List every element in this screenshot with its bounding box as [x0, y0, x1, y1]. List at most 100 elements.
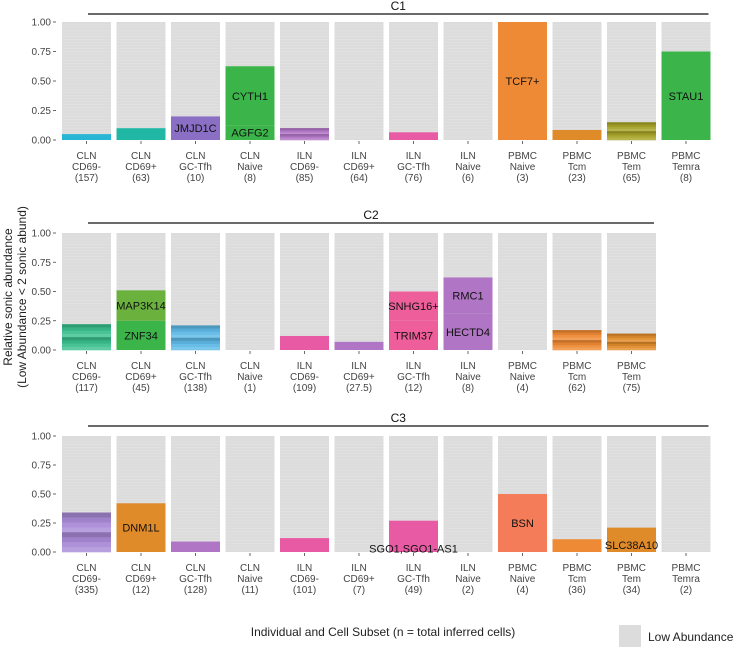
x-tick-label: (101): [293, 585, 316, 596]
y-axis-label-line1: Relative sonic abundance: [1, 228, 15, 366]
bar-segment-label: STAU1: [669, 91, 704, 103]
x-tick-label: CLN: [76, 563, 96, 574]
bar-sub-segment: [553, 330, 602, 333]
x-tick-label: CLN: [240, 151, 260, 162]
x-tick-label: Naive: [510, 372, 536, 383]
bar-sub-segment: [62, 334, 111, 338]
bar-segment: [117, 128, 166, 140]
x-tick-label: (10): [187, 173, 205, 184]
bar-segment: [553, 539, 602, 552]
y-tick-label: 0.75: [32, 47, 52, 58]
x-axis-label: Individual and Cell Subset (n = total in…: [251, 625, 515, 639]
bar-segment: [62, 134, 111, 140]
x-tick-label: (3): [516, 173, 528, 184]
x-tick-label: Temra: [672, 574, 700, 585]
x-tick-label: CD69+: [343, 162, 375, 173]
x-tick-label: PBMC: [617, 361, 646, 372]
x-tick-label: CD69-: [290, 162, 319, 173]
bar-segment-label: SNHG16+: [388, 301, 438, 313]
x-tick-label: CD69-: [72, 574, 101, 585]
y-tick-label: 0.25: [32, 106, 52, 117]
x-tick-label: (49): [405, 585, 423, 596]
bar-annotation: SLC38A10: [605, 540, 658, 552]
y-tick-label: 0.50: [32, 77, 52, 88]
bar-segment: [335, 342, 384, 350]
x-tick-label: PBMC: [508, 151, 537, 162]
x-tick-label: (75): [623, 383, 641, 394]
bar-sub-segment: [62, 347, 111, 351]
bar-sub-segment: [607, 338, 656, 340]
y-tick-label: 0.25: [32, 519, 52, 530]
x-tick-label: CLN: [185, 563, 205, 574]
y-tick-label: 0.50: [32, 490, 52, 501]
bar-sub-segment: [62, 547, 111, 552]
x-tick-label: Naive: [510, 574, 536, 585]
x-tick-label: Naive: [237, 162, 263, 173]
bar-sub-segment: [553, 333, 602, 336]
x-tick-label: (36): [568, 585, 586, 596]
x-tick-label: ILN: [351, 151, 367, 162]
x-tick-label: Tem: [622, 574, 641, 585]
bar-sub-segment: [607, 342, 656, 344]
bar-segment-label: AGFG2: [231, 128, 268, 140]
x-tick-label: Tem: [622, 372, 641, 383]
x-tick-label: PBMC: [563, 151, 592, 162]
y-tick-label: 0.00: [32, 136, 52, 147]
x-tick-label: GC-Tfh: [179, 162, 212, 173]
bar-sub-segment: [607, 122, 656, 125]
bar-sub-segment: [607, 127, 656, 130]
legend-key-low-abundance: [619, 625, 641, 647]
x-tick-label: GC-Tfh: [179, 574, 212, 585]
x-tick-label: (109): [293, 383, 316, 394]
x-tick-label: PBMC: [563, 361, 592, 372]
figure: C10.000.250.500.751.00CLNCD69-(157)CLNCD…: [0, 0, 736, 647]
y-tick-label: 0.00: [32, 548, 52, 559]
x-tick-label: ILN: [351, 361, 367, 372]
x-tick-label: ILN: [460, 151, 476, 162]
x-tick-label: CLN: [131, 361, 151, 372]
x-tick-label: PBMC: [617, 151, 646, 162]
x-tick-label: Naive: [237, 574, 263, 585]
bar-sub-segment: [171, 332, 220, 335]
x-tick-label: (34): [623, 585, 641, 596]
bar-sub-segment: [171, 325, 220, 328]
x-tick-label: (2): [680, 585, 692, 596]
x-tick-label: Naive: [455, 574, 481, 585]
x-tick-label: Tem: [622, 162, 641, 173]
x-tick-label: (65): [623, 173, 641, 184]
x-tick-label: (7): [353, 585, 365, 596]
x-tick-label: CD69+: [125, 574, 157, 585]
x-tick-label: (138): [184, 383, 207, 394]
x-tick-label: CD69+: [343, 574, 375, 585]
x-tick-label: (4): [516, 585, 528, 596]
bar-sub-segment: [171, 338, 220, 341]
bar-sub-segment: [62, 522, 111, 527]
x-tick-label: Naive: [455, 162, 481, 173]
x-tick-label: (63): [132, 173, 150, 184]
x-tick-label: Naive: [455, 372, 481, 383]
y-tick-label: 1.00: [32, 18, 52, 29]
bar-segment: [389, 132, 438, 140]
bar-segment-label: HECTD4: [446, 327, 490, 339]
bar-sub-segment: [607, 348, 656, 350]
x-tick-label: PBMC: [508, 563, 537, 574]
bar-segment: [553, 130, 602, 140]
bar-sub-segment: [62, 324, 111, 328]
bar-sub-segment: [607, 344, 656, 346]
bar-annotation: SGO1,SGO1-AS1: [369, 544, 458, 556]
x-tick-label: PBMC: [672, 151, 701, 162]
x-tick-label: ILN: [297, 151, 313, 162]
legend-label-low-abundance: Low Abundance: [648, 630, 734, 644]
x-tick-label: Tcm: [568, 162, 586, 173]
bar-segment-label: CYTH1: [232, 91, 268, 103]
x-tick-label: (8): [680, 173, 692, 184]
bar-sub-segment: [607, 334, 656, 336]
x-tick-label: (6): [462, 173, 474, 184]
bar-segment: [280, 336, 329, 350]
x-tick-label: (12): [132, 585, 150, 596]
bar-sub-segment: [607, 336, 656, 338]
x-tick-label: PBMC: [617, 563, 646, 574]
bar-segment: [280, 538, 329, 552]
x-tick-label: Naive: [237, 372, 263, 383]
bar-segment-label: ZNF34: [124, 330, 158, 342]
